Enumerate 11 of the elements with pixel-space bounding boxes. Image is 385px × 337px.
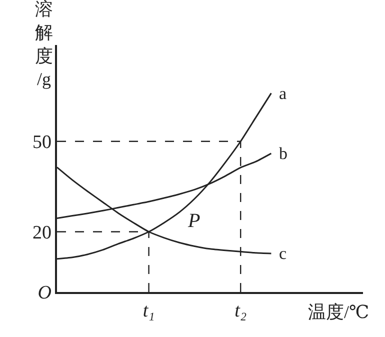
y-tick-label: 20 — [32, 222, 52, 244]
x-tick-label: t₂ — [234, 300, 247, 322]
annotation: P — [187, 210, 200, 232]
x-axis-title: 温度/℃ — [308, 302, 370, 322]
x-tick-label: t₁ — [142, 300, 155, 322]
series-label: c — [279, 244, 287, 263]
y-axis-title: 溶解度/g — [35, 0, 53, 90]
y-tick-label: O — [38, 282, 52, 304]
series-label: a — [279, 84, 287, 103]
series-label: b — [279, 144, 288, 163]
y-tick-label: 50 — [32, 132, 52, 154]
